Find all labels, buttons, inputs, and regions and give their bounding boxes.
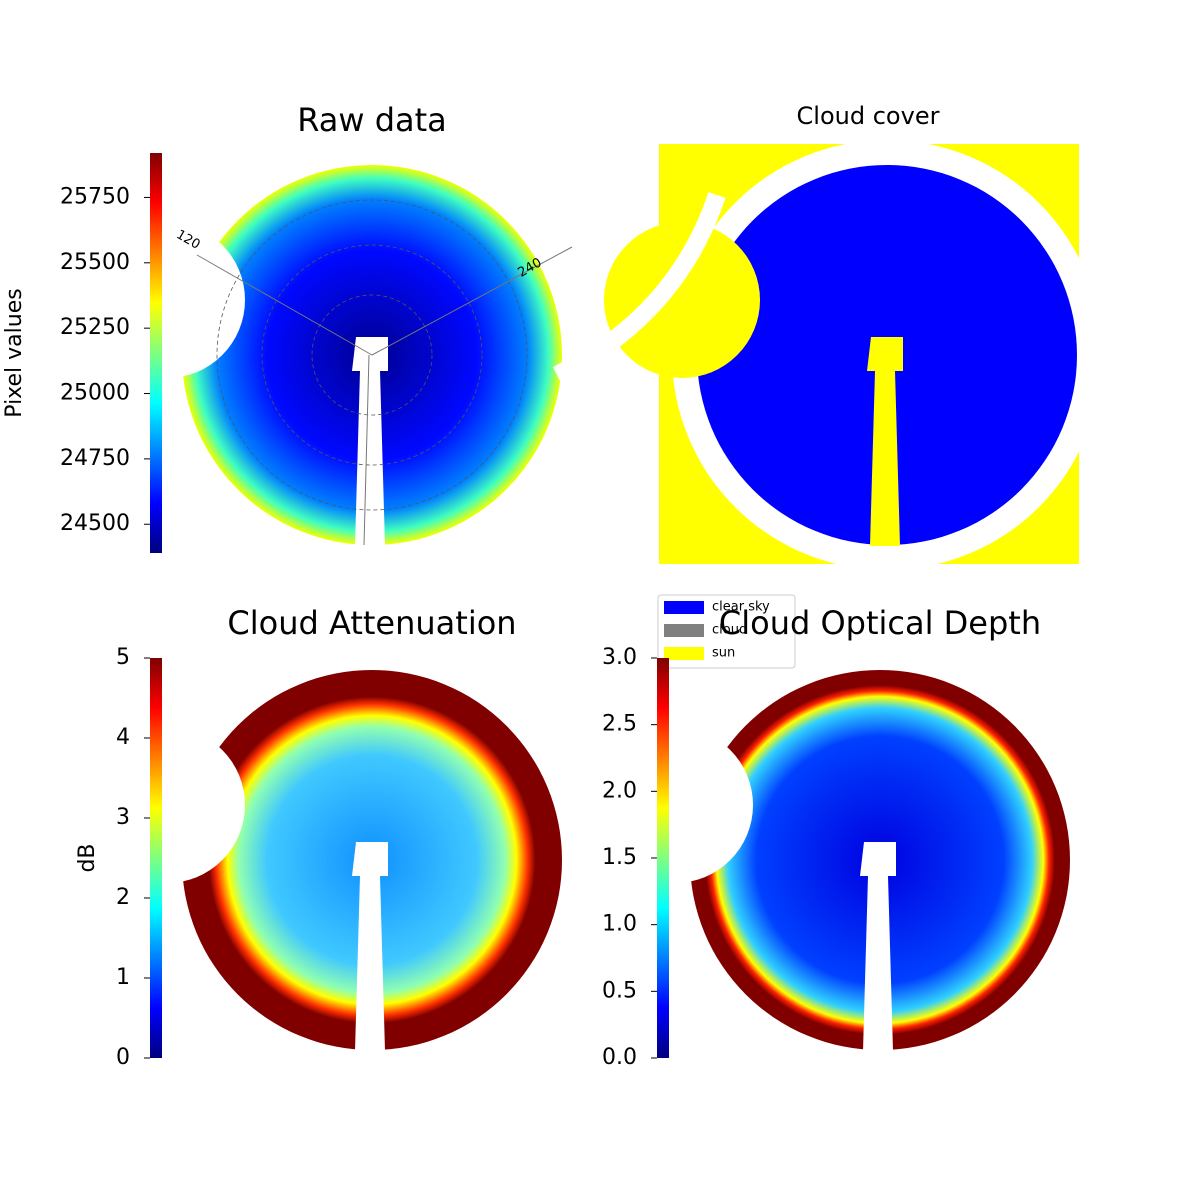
panel-title: Raw data xyxy=(297,101,447,139)
colorbar-tick-label: 0.5 xyxy=(602,978,637,1003)
polar-grid xyxy=(216,199,528,511)
colorbar-tick-label: 4 xyxy=(116,725,130,750)
legend-label: cloud xyxy=(712,623,747,638)
polar-axis xyxy=(363,354,370,546)
camera-arm xyxy=(867,337,903,546)
colorbar-tick-label: 0 xyxy=(116,1045,130,1070)
obstruction xyxy=(89,222,245,378)
colorbar-tick-label: 2.5 xyxy=(602,712,637,737)
panel xyxy=(89,670,562,1051)
colorbar-tick-label: 2.0 xyxy=(602,778,637,803)
colorbar xyxy=(657,658,669,1058)
panel xyxy=(552,140,1102,570)
colorbar-tick-label: 1.0 xyxy=(602,912,637,937)
polar-axis xyxy=(371,246,573,356)
polar-grid xyxy=(261,244,483,466)
colorbar xyxy=(150,153,162,553)
colorbar-tick-label: 25750 xyxy=(60,184,130,209)
legend-swatch xyxy=(664,601,704,614)
colorbar-tick-label: 25250 xyxy=(60,315,130,340)
panel-title: Cloud Optical Depth xyxy=(719,604,1041,642)
colorbar-tick-label: 24750 xyxy=(60,446,130,471)
legend-swatch xyxy=(664,647,704,660)
panel xyxy=(597,670,1070,1051)
camera-arm xyxy=(352,842,388,1051)
camera-arm xyxy=(352,337,388,546)
colorbar-tick-label: 25500 xyxy=(60,250,130,275)
legend-swatch xyxy=(664,624,704,637)
obstruction xyxy=(89,727,245,883)
panel-title: Cloud Attenuation xyxy=(227,604,516,642)
legend-label: clear sky xyxy=(712,600,770,615)
obstruction xyxy=(604,222,760,378)
legend-label: sun xyxy=(712,646,735,661)
colorbar xyxy=(150,658,162,1058)
polar-axis xyxy=(196,254,373,356)
polar-grid xyxy=(311,294,433,416)
colorbar-tick-label: 2 xyxy=(116,885,130,910)
colorbar-label: Pixel values xyxy=(2,288,27,417)
colorbar-tick-label: 1 xyxy=(116,965,130,990)
colorbar-tick-label: 5 xyxy=(116,645,130,670)
colorbar-tick-label: 3 xyxy=(116,805,130,830)
camera-arm xyxy=(860,842,896,1051)
colorbar-tick-label: 3.0 xyxy=(602,645,637,670)
obstruction xyxy=(597,727,753,883)
colorbar-tick-label: 25000 xyxy=(60,381,130,406)
colorbar-label: dB xyxy=(75,843,100,872)
obstruction-edge xyxy=(552,192,726,384)
colorbar-tick-label: 1.5 xyxy=(602,845,637,870)
colorbar-tick-label: 24500 xyxy=(60,511,130,536)
panel-title: Cloud cover xyxy=(797,102,940,130)
colorbar-tick-label: 0.0 xyxy=(602,1045,637,1070)
